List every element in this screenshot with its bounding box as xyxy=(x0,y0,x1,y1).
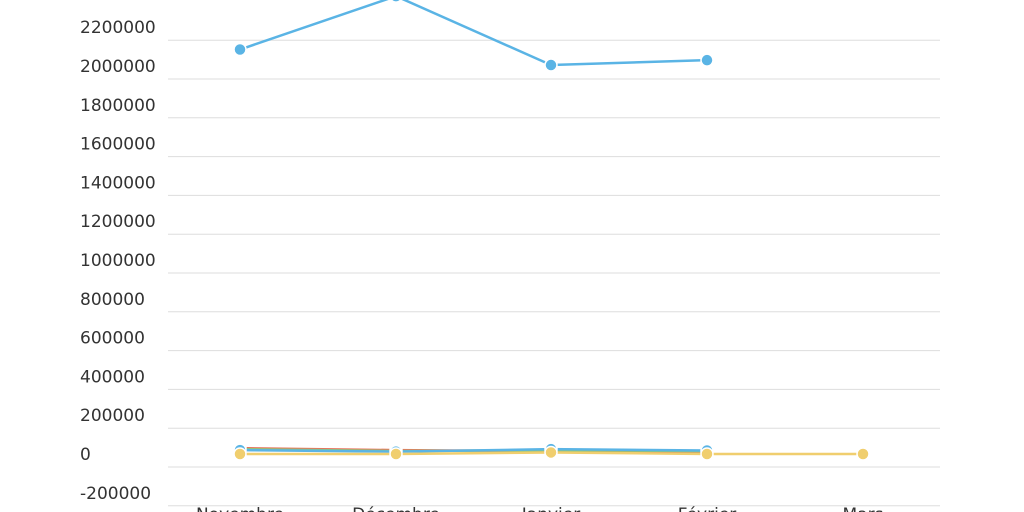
data-point[interactable] xyxy=(856,447,870,461)
data-point[interactable] xyxy=(544,445,558,460)
series-group xyxy=(233,0,870,461)
series-4 xyxy=(233,445,870,461)
series-line xyxy=(238,0,709,67)
y-tick-label: 1000000 xyxy=(80,251,156,271)
x-category-label: Mars xyxy=(843,505,884,512)
y-tick-label: 600000 xyxy=(80,329,145,349)
series-3 xyxy=(233,442,714,459)
y-tick-label: 2000000 xyxy=(80,57,156,77)
data-point[interactable] xyxy=(233,447,247,461)
x-axis-category-labels: Novembre Décembre Janvier Février Mars xyxy=(196,505,884,512)
x-category-label: Novembre xyxy=(196,505,284,512)
y-tick-label: 0 xyxy=(80,445,91,465)
y-tick-label: 800000 xyxy=(80,290,145,310)
y-tick-label: 1800000 xyxy=(80,96,156,116)
series-0 xyxy=(233,0,714,72)
y-tick-label: 400000 xyxy=(80,367,145,387)
data-point[interactable] xyxy=(700,53,714,67)
series-line xyxy=(238,447,709,453)
data-point[interactable] xyxy=(233,42,247,57)
data-point[interactable] xyxy=(544,58,558,72)
y-tick-label: 1400000 xyxy=(80,173,156,193)
y-tick-label: 1200000 xyxy=(80,212,156,232)
y-tick-label: 2200000 xyxy=(80,18,156,38)
x-category-label: Décembre xyxy=(352,505,440,512)
y-tick-label: 1600000 xyxy=(80,135,156,155)
y-tick-label: -200000 xyxy=(80,484,151,504)
grid-lines xyxy=(168,39,940,507)
y-tick-label: 200000 xyxy=(80,406,145,426)
y-axis-tick-labels: -200000 0 200000 400000 600000 800000 1000000 1… xyxy=(80,18,156,504)
data-point[interactable] xyxy=(389,447,403,461)
data-point[interactable] xyxy=(390,0,402,3)
x-category-label: Février xyxy=(678,505,737,512)
x-category-label: Janvier xyxy=(521,505,580,512)
data-point[interactable] xyxy=(700,447,714,461)
